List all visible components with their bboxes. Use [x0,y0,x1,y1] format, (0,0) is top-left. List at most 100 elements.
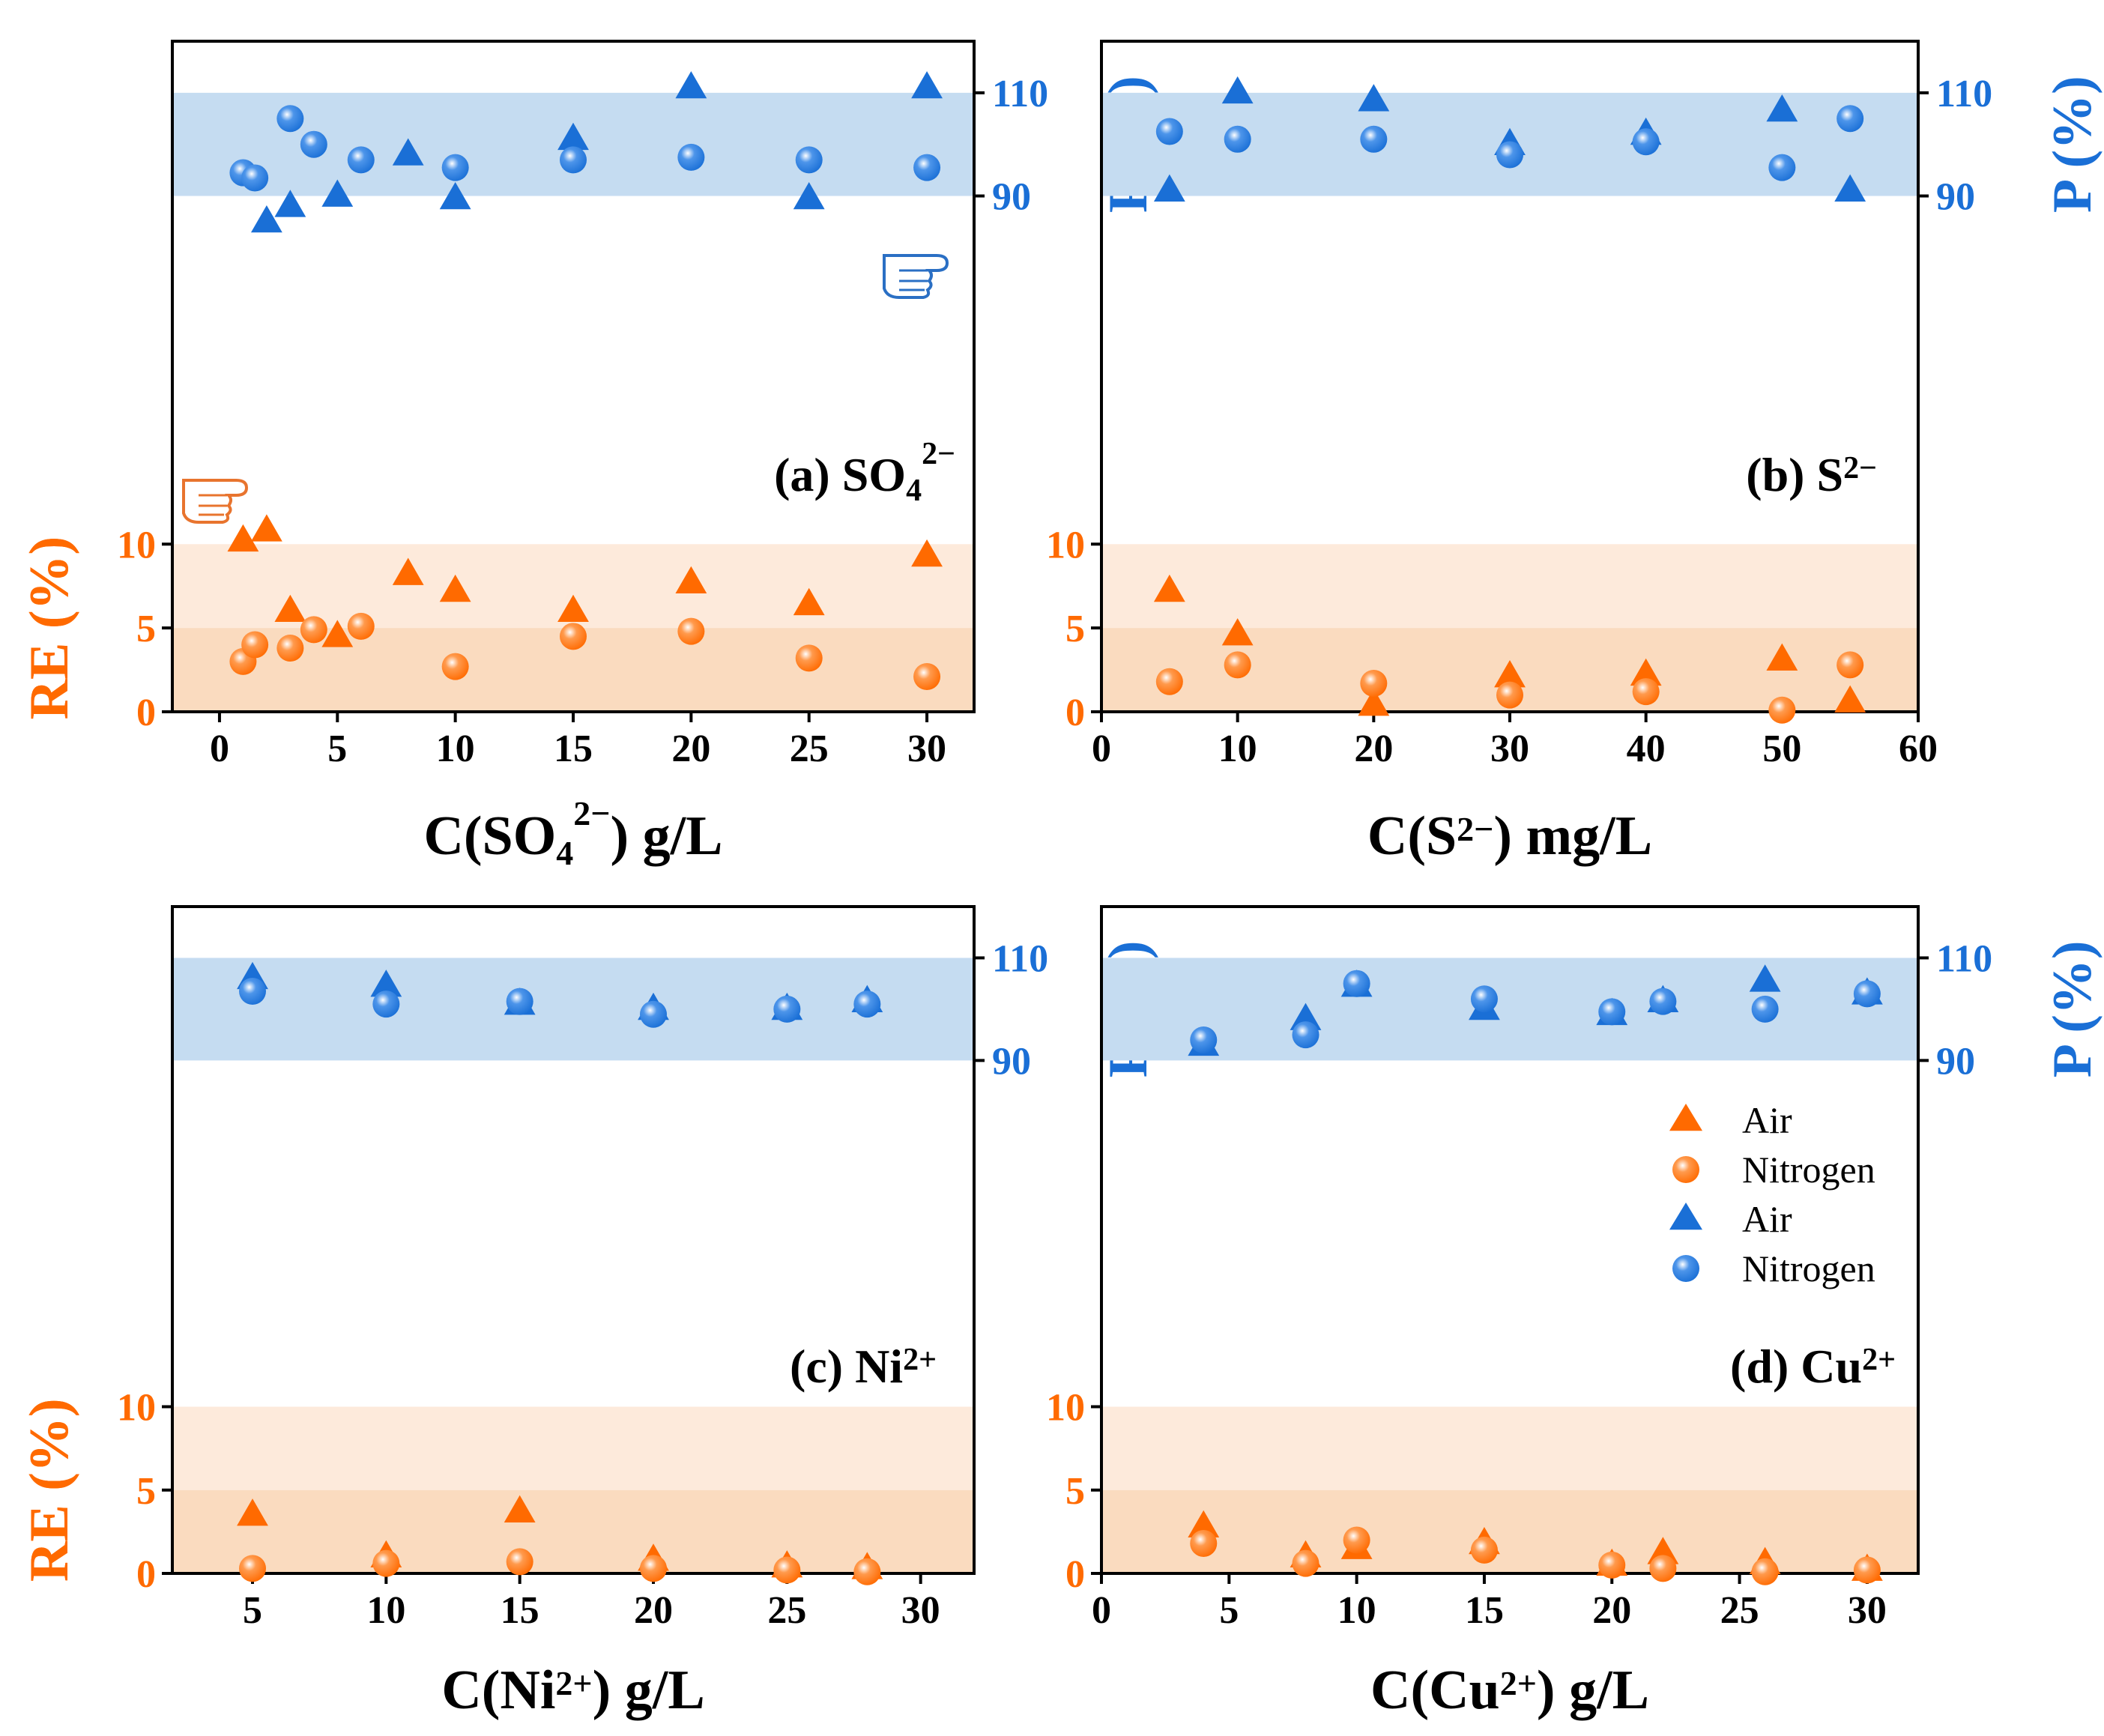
marker-p-air [1153,174,1185,202]
legend-marker [1669,1104,1702,1131]
left-y-tick-label: 5 [1065,1470,1085,1513]
x-tick-label: 25 [767,1589,806,1632]
x-tick-label: 20 [634,1589,673,1632]
x-tick-label: 0 [210,728,229,770]
marker-re-nitrogen [1224,651,1251,679]
marker-p-air [1358,84,1390,112]
legend: Air Nitrogen Air Nitrogen [1669,1099,1875,1289]
right-y-tick-label: 110 [992,937,1048,980]
marker-p-nitrogen [1649,988,1677,1015]
marker-re-nitrogen [372,1549,400,1577]
left-axis-title: RE (%) [19,536,80,720]
panel-label: (a) SO42− [774,437,955,507]
left-y-tick-label: 10 [117,1387,156,1430]
marker-p-air [557,122,589,151]
band-re-dark [1101,1489,1918,1573]
left-y-tick-label: 10 [117,524,156,566]
marker-p-air [793,181,825,210]
marker-p-air [321,179,354,207]
x-tick-label: 0 [1092,728,1111,770]
marker-p-air [274,190,306,217]
marker-re-air [675,566,707,594]
marker-p-nitrogen [1292,1021,1319,1049]
marker-re-nitrogen [1649,1555,1677,1582]
marker-p-nitrogen [795,146,823,174]
marker-p-nitrogen [372,991,400,1018]
marker-re-air [1494,660,1526,688]
left-y-tick-label: 5 [1065,608,1085,650]
left-y-tick-label: 5 [136,1470,156,1513]
panels: 0 5 10 15 20 25 30 0 5 10 90 110 RE (%) P (%) C(SO42−)… [19,40,2103,1721]
marker-re-nitrogen [913,663,941,691]
marker-re-air [1630,658,1662,686]
x-tick-label: 10 [1337,1589,1376,1632]
band-p [1101,958,1918,1061]
marker-p-nitrogen [1496,141,1523,169]
legend-label: Nitrogen [1742,1149,1875,1191]
axes-frame [1100,905,1920,1575]
panel-d: 0 5 10 15 20 25 30 0 5 10 90 110 RE (%) P (%) C(Cu2+) … [19,905,2103,1721]
marker-re-air [392,557,424,585]
marker-re-nitrogen [239,1555,266,1582]
marker-re-nitrogen [347,612,375,640]
x-tick-label: 10 [366,1589,405,1632]
marker-p-nitrogen [1470,985,1498,1013]
x-tick-label: 10 [1218,728,1257,770]
right-y-tick-label: 90 [1936,1040,1975,1083]
right-y-tick-label: 90 [1936,176,1975,219]
marker-re-air [504,1495,536,1522]
left-y-tick-label: 0 [1065,692,1085,734]
marker-p-air [1749,964,1781,992]
marker-p-air [1766,94,1798,122]
x-tick-label: 10 [436,728,475,770]
marker-p-nitrogen [1837,105,1864,133]
legend-label: Nitrogen [1742,1247,1875,1289]
marker-re-nitrogen [1837,651,1864,679]
marker-re-nitrogen [276,634,304,662]
marker-p-nitrogen [640,1000,667,1028]
marker-p-nitrogen [1751,995,1779,1023]
marker-p-nitrogen [1343,970,1370,997]
marker-re-air [1153,574,1185,602]
marker-re-nitrogen [677,617,705,645]
marker-re-air [1834,685,1866,713]
marker-re-nitrogen [506,1548,533,1576]
marker-re-air [274,594,306,623]
legend-marker [1672,1156,1699,1183]
x-tick-label: 25 [1720,1589,1759,1632]
marker-p-nitrogen [1853,980,1881,1008]
band-re-light [172,1406,974,1490]
marker-p-nitrogen [1224,125,1251,153]
x-axis-title: C(Ni2+) g/L [441,1660,704,1721]
marker-p-nitrogen [773,995,801,1023]
left-y-tick-label: 10 [1046,1387,1085,1430]
x-tick-label: 30 [1490,728,1529,770]
pointing-hand-blue-icon [883,254,949,299]
marker-re-air [793,587,825,616]
marker-re-nitrogen [773,1556,801,1584]
marker-re-nitrogen [853,1558,881,1585]
marker-p-nitrogen [241,164,269,192]
legend-label: Air [1742,1099,1792,1141]
marker-p-nitrogen [239,977,266,1005]
marker-re-air [1647,1537,1679,1564]
marker-p-nitrogen [1768,154,1796,181]
x-tick-label: 20 [1592,1589,1631,1632]
pointing-hand-orange-icon [182,479,249,524]
x-axis-title: C(Cu2+) g/L [1370,1660,1649,1721]
marker-re-nitrogen [1853,1556,1881,1584]
marker-re-nitrogen [1343,1526,1370,1554]
x-tick-label: 30 [907,728,946,770]
marker-re-air [321,620,354,647]
axes-frame [171,905,976,1575]
marker-re-air [911,539,943,567]
marker-p-air [439,181,471,210]
marker-re-nitrogen [1292,1549,1319,1577]
marker-re-nitrogen [1496,681,1523,709]
x-tick-label: 40 [1627,728,1666,770]
panel-label: (b) S2− [1746,448,1877,501]
x-tick-label: 0 [1092,1589,1111,1632]
